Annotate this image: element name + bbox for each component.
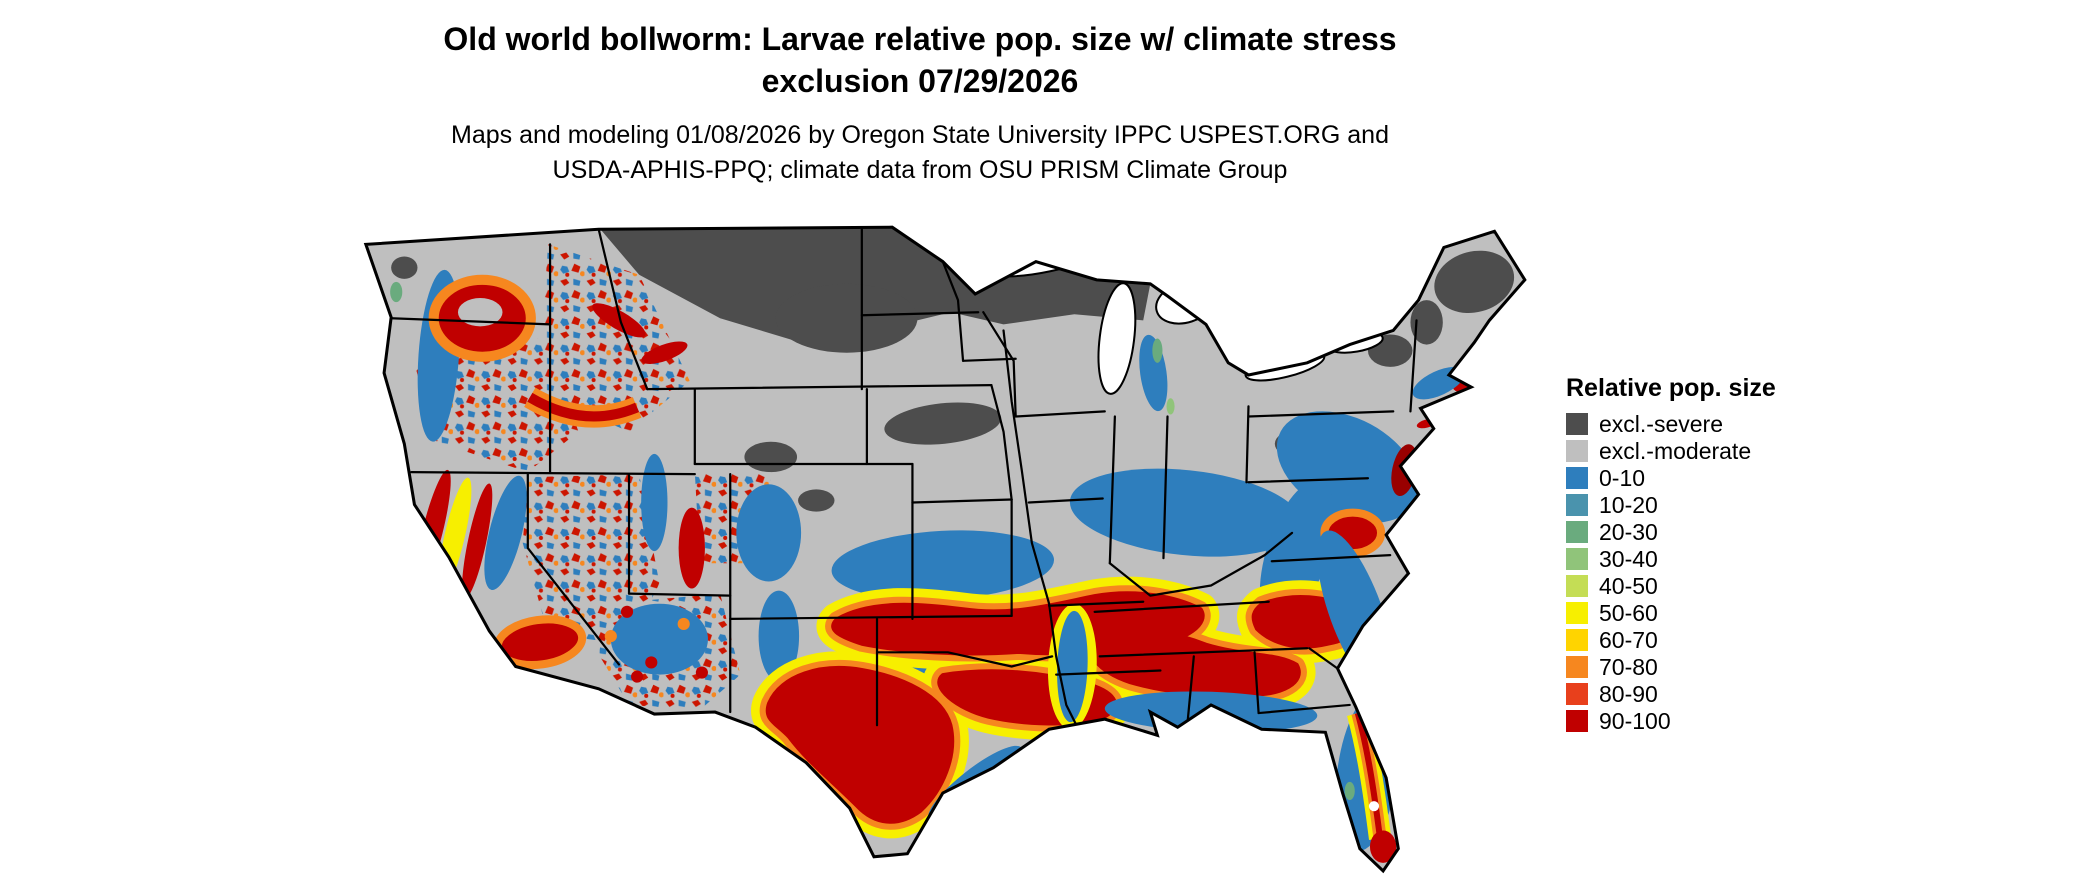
legend-item-label: excl.-severe — [1599, 410, 1723, 437]
legend-swatch — [1566, 440, 1588, 462]
legend-swatch — [1566, 494, 1588, 516]
region-excl-severe — [391, 227, 1515, 512]
map-subtitle: Maps and modeling 01/08/2026 by Oregon S… — [0, 118, 1840, 187]
legend-item: 10-20 — [1566, 491, 1906, 518]
region-florida-core — [1347, 710, 1397, 863]
legend-swatch — [1566, 521, 1588, 543]
legend-item-label: 80-90 — [1599, 680, 1658, 707]
us-choropleth-map — [364, 225, 1527, 873]
legend-item: excl.-moderate — [1566, 437, 1906, 464]
legend-item-label: 20-30 — [1599, 518, 1658, 545]
legend-item: 90-100 — [1566, 707, 1906, 734]
legend-swatch — [1566, 683, 1588, 705]
legend-item-label: 30-40 — [1599, 545, 1658, 572]
legend-swatch — [1566, 629, 1588, 651]
legend-item-label: 10-20 — [1599, 491, 1658, 518]
map-title-line2: exclusion 07/29/2026 — [761, 63, 1079, 100]
legend-item-label: excl.-moderate — [1599, 437, 1752, 464]
legend-item: 70-80 — [1566, 653, 1906, 680]
legend-item: excl.-severe — [1566, 410, 1906, 437]
figure-header: Old world bollworm: Larvae relative pop.… — [0, 18, 1840, 187]
legend-item: 30-40 — [1566, 545, 1906, 572]
map-title-line1: Old world bollworm: Larvae relative pop.… — [443, 21, 1397, 57]
legend-swatch — [1566, 656, 1588, 678]
legend-swatch — [1566, 467, 1588, 489]
legend-item-label: 70-80 — [1599, 653, 1658, 680]
legend-swatch — [1566, 413, 1588, 435]
legend-item: 20-30 — [1566, 518, 1906, 545]
legend-item-label: 40-50 — [1599, 572, 1658, 599]
legend-item-label: 50-60 — [1599, 599, 1658, 626]
legend-item: 40-50 — [1566, 572, 1906, 599]
state-borders — [390, 228, 1418, 727]
legend: Relative pop. size excl.-severe excl.-mo… — [1566, 374, 1906, 737]
map-area — [295, 198, 1540, 888]
map-subtitle-line2: USDA-APHIS-PPQ; climate data from OSU PR… — [552, 155, 1288, 184]
map-title: Old world bollworm: Larvae relative pop.… — [0, 18, 1840, 102]
legend-swatch — [1566, 602, 1588, 624]
legend-swatch — [1566, 710, 1588, 732]
legend-item-label: 0-10 — [1599, 464, 1646, 491]
legend-title: Relative pop. size — [1566, 374, 1776, 402]
map-subtitle-line1: Maps and modeling 01/08/2026 by Oregon S… — [451, 121, 1389, 150]
legend-swatch — [1566, 548, 1588, 570]
legend-swatch — [1566, 575, 1588, 597]
legend-item: 0-10 — [1566, 464, 1906, 491]
legend-item: 60-70 — [1566, 626, 1906, 653]
region-green-accents — [390, 281, 1355, 801]
legend-item-label: 90-100 — [1599, 707, 1671, 734]
legend-item-label: 60-70 — [1599, 626, 1658, 653]
legend-item: 80-90 — [1566, 680, 1906, 707]
legend-item: 50-60 — [1566, 599, 1906, 626]
